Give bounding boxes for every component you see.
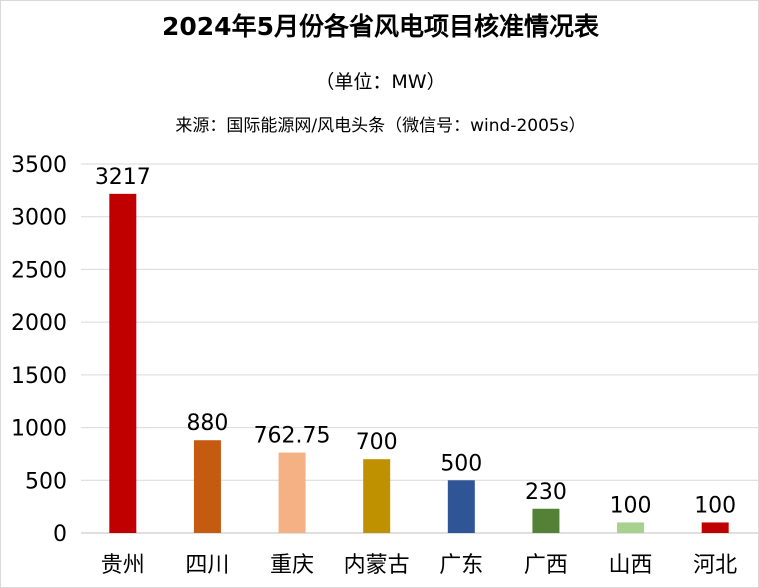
data-label: 500 [440, 451, 482, 476]
data-label: 700 [356, 430, 398, 455]
x-category-label: 四川 [185, 553, 229, 578]
y-tick-label: 1500 [11, 364, 67, 389]
y-tick-label: 2000 [11, 311, 67, 336]
chart-title: 2024年5月份各省风电项目核准情况表 [162, 12, 599, 41]
data-label: 100 [610, 493, 652, 518]
y-tick-label: 2500 [11, 258, 67, 283]
x-category-label: 内蒙古 [344, 553, 410, 578]
x-category-label: 广东 [439, 553, 483, 578]
data-label: 880 [186, 411, 228, 436]
y-tick-label: 500 [25, 469, 67, 494]
data-label: 762.75 [254, 424, 331, 449]
bar-河北 [701, 522, 729, 533]
x-category-label: 广西 [524, 553, 568, 578]
x-category-label: 河北 [693, 553, 737, 578]
y-tick-label: 3500 [11, 153, 67, 178]
chart-subtitle: （单位：MW） [315, 71, 446, 93]
bar-贵州 [109, 193, 137, 533]
bar-广西 [532, 508, 560, 533]
x-category-label: 重庆 [270, 553, 314, 578]
bar-广东 [447, 480, 475, 533]
bar-四川 [193, 440, 221, 533]
bar-重庆 [278, 452, 306, 533]
chart-source: 来源：国际能源网/风电头条（微信号：wind-2005s） [175, 116, 586, 136]
x-category-label: 山西 [609, 553, 653, 578]
data-label: 3217 [95, 165, 151, 190]
bar-山西 [617, 522, 645, 533]
y-tick-label: 3000 [11, 206, 67, 231]
x-category-label: 贵州 [101, 553, 145, 578]
bar-内蒙古 [363, 459, 391, 533]
y-tick-label: 1000 [11, 417, 67, 442]
data-label: 100 [694, 493, 736, 518]
y-tick-label: 0 [53, 522, 67, 547]
data-label: 230 [525, 480, 567, 505]
